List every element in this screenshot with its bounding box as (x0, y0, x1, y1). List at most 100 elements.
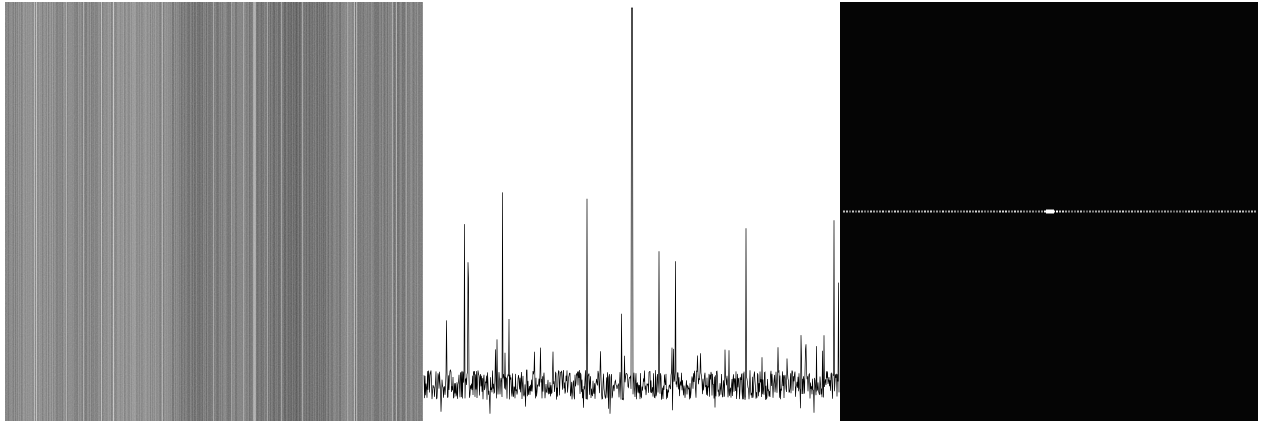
spectrum-dot (1245, 211, 1247, 213)
spectrum-dot (867, 211, 869, 213)
spectrum-dot (918, 211, 920, 213)
spectrum-dot (1134, 211, 1136, 213)
spectrum-dot (1218, 211, 1220, 213)
spectrum-dot (1161, 211, 1163, 213)
spectrum-dot (1236, 211, 1238, 213)
spectrum-dot (1017, 211, 1019, 213)
spectrum-dot (1095, 211, 1097, 213)
spectrum-dot (1110, 211, 1112, 213)
spectrum-dot (1020, 211, 1022, 213)
spectrum-dot (1014, 211, 1016, 213)
spectrum-dot (1089, 211, 1091, 213)
spectrum-dot (1002, 211, 1004, 213)
spectrum-dot (897, 211, 899, 213)
spectrum-dot (894, 211, 896, 213)
spectrum-dot (1038, 211, 1040, 213)
spectrum-dot (1221, 211, 1223, 213)
spectrum-dot (954, 211, 956, 213)
noise-grain (5, 2, 423, 421)
spectrum-dot (1149, 211, 1151, 213)
spectrum-dot (981, 211, 983, 213)
spectrum-dot (1128, 211, 1130, 213)
spectrum-dot (1104, 211, 1106, 213)
spectrum-dot (1083, 211, 1085, 213)
spectrum-dot (942, 211, 944, 213)
spectrum-dot (1248, 211, 1250, 213)
spectrum-dot (978, 211, 980, 213)
spectrum-dot (885, 211, 887, 213)
spectrum-dot (975, 211, 977, 213)
spectrum-dot (912, 211, 914, 213)
spectrum-dot (1194, 211, 1196, 213)
spectrum-dot (1164, 211, 1166, 213)
spectrum-dot (1101, 211, 1103, 213)
spectrum-dot (1032, 211, 1034, 213)
spectrum-dot (849, 211, 851, 213)
spectrum-dot (1023, 211, 1025, 213)
spectrum-dot (1029, 211, 1031, 213)
spectrum-dot (1146, 211, 1148, 213)
spectrum-dot (933, 211, 935, 213)
spectrum-dot (1176, 211, 1178, 213)
spectrum-dot (1059, 211, 1061, 213)
spectrum-dot (999, 211, 1001, 213)
spectrum-dot (1008, 211, 1010, 213)
spectrum-dot (1215, 211, 1217, 213)
spectrum-dot (873, 211, 875, 213)
spectrum-dot (1233, 211, 1235, 213)
spectrum-dot (1230, 211, 1232, 213)
spectrum-dot (1086, 211, 1088, 213)
spectrum-dot (924, 211, 926, 213)
spectrum-dot (1107, 211, 1109, 213)
spectrum-dot (1251, 211, 1253, 213)
spectrum-dot (1179, 211, 1181, 213)
spectrum-dot (1173, 211, 1175, 213)
spectrum-dot (1170, 211, 1172, 213)
spectrum-dot (1119, 211, 1121, 213)
spectrum-dot (1077, 211, 1079, 213)
spectrum-dot (1209, 211, 1211, 213)
spectrum-dot (951, 211, 953, 213)
spectrum-dot (846, 211, 848, 213)
spectrum-dot (1197, 211, 1199, 213)
spectrum-dot (1167, 211, 1169, 213)
spectrum-dot (852, 211, 854, 213)
spectrum-dot (900, 211, 902, 213)
spectrum-dot (1026, 211, 1028, 213)
spectrum-dot (1140, 211, 1142, 213)
spectrum-dot (984, 211, 986, 213)
spectrum-dot (909, 211, 911, 213)
spectrum-dot (957, 211, 959, 213)
spectrum-dot (1092, 211, 1094, 213)
spectrum-dot (1125, 211, 1127, 213)
spectrum-dot (1137, 211, 1139, 213)
spectrum-dot (948, 211, 950, 213)
spectrum-dot (1206, 211, 1208, 213)
spectrum-image-panel (840, 2, 1258, 421)
spectrum-dot (1056, 211, 1058, 213)
spectrum-dot (1143, 211, 1145, 213)
spectrum-dot (1188, 211, 1190, 213)
spectrum-dot (1227, 211, 1229, 213)
spectrum-dot (963, 211, 965, 213)
spectrum-dot (888, 211, 890, 213)
spectrum-dot (1062, 211, 1064, 213)
spectrum-dot (1182, 211, 1184, 213)
spectrum-dot (864, 211, 866, 213)
spectrum-dot (1131, 211, 1133, 213)
spectrum-dot (1044, 211, 1046, 213)
spectrum-dot (1191, 211, 1193, 213)
spectrum-dot (882, 211, 884, 213)
spectrum-dot (1035, 211, 1037, 213)
spectrum-dot (1011, 211, 1013, 213)
spectrum-dot (960, 211, 962, 213)
spectrum-dot (876, 211, 878, 213)
spectrum-dot (1122, 211, 1124, 213)
spectrum-dot (936, 211, 938, 213)
spectrum-dot (1068, 211, 1070, 213)
spectrum-dot (972, 211, 974, 213)
spectrum-dot (1212, 211, 1214, 213)
spectrum-dot (1113, 211, 1115, 213)
spectrum-dot (945, 211, 947, 213)
